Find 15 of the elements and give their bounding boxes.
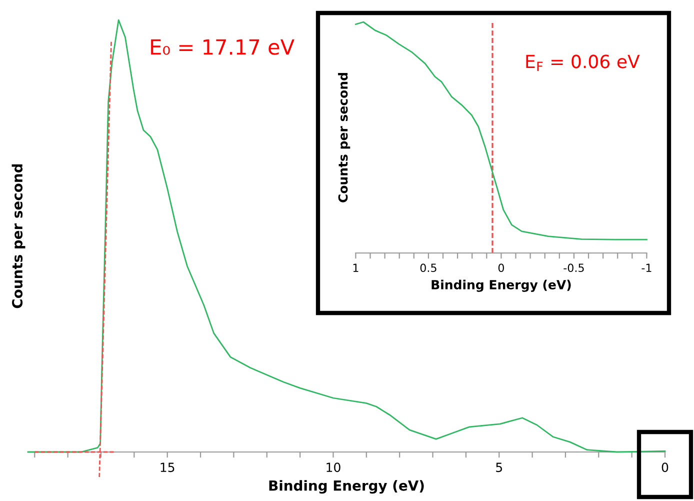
y-axis-title: Counts per second	[12, 164, 26, 308]
x-axis-title: Binding Energy (eV)	[432, 280, 571, 292]
x-tick-label: -1	[642, 264, 652, 272]
x-tick-label: 1	[353, 264, 358, 272]
x-tick-label: 5	[496, 462, 502, 472]
x-tick-label: 0.5	[420, 264, 436, 272]
x-tick-label: -0.5	[564, 264, 584, 272]
x-tick-label: 0	[662, 462, 668, 472]
x-tick-label: 10	[326, 462, 340, 472]
annotation: E₀ = 17.17 eV	[151, 39, 294, 55]
x-axis-title: Binding Energy (eV)	[269, 480, 424, 494]
y-axis-title: Counts per second	[338, 73, 350, 202]
x-tick-label: 0	[498, 264, 504, 272]
x-tick-label: 15	[160, 462, 174, 472]
annotation: E$_{F}$ = 0.06 eV	[526, 54, 640, 72]
